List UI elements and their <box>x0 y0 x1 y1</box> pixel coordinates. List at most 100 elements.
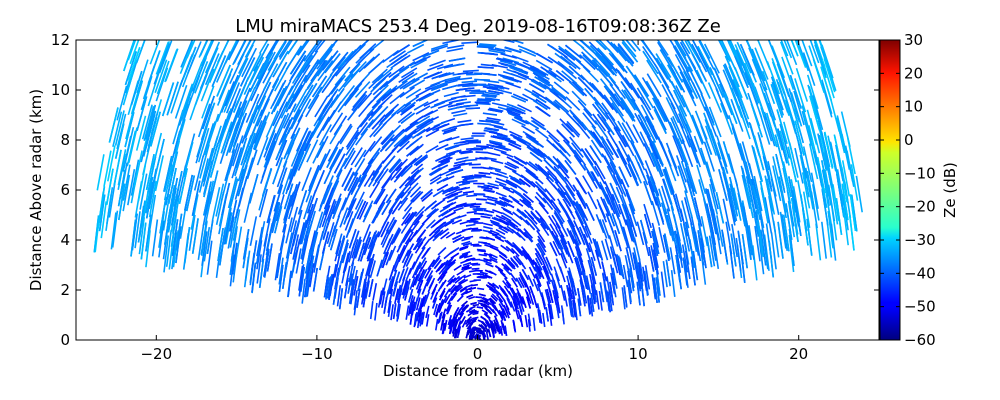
echo-gate <box>204 41 221 74</box>
echo-gate <box>579 54 596 71</box>
echo-gate <box>488 85 505 90</box>
echo-gate <box>548 215 558 229</box>
echo-gate <box>660 271 666 298</box>
echo-gate <box>400 101 416 113</box>
echo-gate <box>664 184 675 211</box>
echo-gate <box>552 234 561 250</box>
echo-gate <box>376 88 392 103</box>
echo-gate <box>248 173 259 204</box>
echo-gate <box>306 66 323 89</box>
echo-gate <box>470 318 478 322</box>
echo-gate <box>675 155 687 183</box>
echo-gate <box>202 123 215 158</box>
echo-gate <box>200 68 215 102</box>
echo-gate <box>372 160 385 177</box>
echo-gate <box>736 41 752 74</box>
echo-gate <box>850 164 859 201</box>
echo-gate <box>462 261 472 266</box>
echo-gate <box>363 140 376 158</box>
echo-gate <box>165 229 172 267</box>
echo-gate <box>180 40 194 68</box>
echo-gate <box>415 223 425 235</box>
echo-gate <box>556 129 570 143</box>
echo-gate <box>821 221 827 259</box>
echo-gate <box>216 89 231 122</box>
echo-gate <box>592 283 597 303</box>
echo-gate <box>652 55 669 80</box>
echo-gate <box>785 203 793 241</box>
echo-gate <box>381 87 397 102</box>
echo-gate <box>629 268 635 292</box>
echo-gate <box>561 123 575 138</box>
echo-gate <box>128 47 141 81</box>
echo-gate <box>499 224 510 232</box>
echo-gate <box>513 61 531 70</box>
echo-gate <box>114 110 125 146</box>
echo-gate <box>534 252 543 266</box>
echo-gate <box>656 40 669 56</box>
echo-gate <box>530 79 547 90</box>
echo-gate <box>502 136 517 144</box>
echo-gate <box>618 257 625 280</box>
echo-gate <box>568 299 573 317</box>
echo-gate <box>349 279 355 300</box>
echo-gate <box>416 229 427 241</box>
echo-gate <box>480 72 497 76</box>
echo-gate <box>581 51 598 68</box>
echo-gate <box>381 199 392 216</box>
echo-gate <box>379 251 387 269</box>
echo-gate <box>610 41 628 62</box>
echo-gate <box>425 128 440 138</box>
echo-gate <box>618 203 628 226</box>
echo-gate <box>559 239 569 255</box>
echo-gate <box>445 256 455 265</box>
echo-gate <box>511 54 529 63</box>
echo-gate <box>432 291 439 303</box>
echo-gate <box>689 138 702 168</box>
echo-gate <box>686 165 698 195</box>
echo-gate <box>435 122 450 130</box>
echo-gate <box>498 309 504 319</box>
echo-gate <box>745 161 755 197</box>
echo-gate <box>523 228 533 239</box>
echo-gate <box>274 206 283 234</box>
echo-gate <box>361 158 374 176</box>
echo-gate <box>657 41 674 67</box>
echo-gate <box>641 77 657 101</box>
echo-gate <box>567 270 573 287</box>
echo-gate <box>707 82 723 113</box>
echo-gate <box>588 242 596 261</box>
echo-gate <box>365 280 370 299</box>
echo-gate <box>588 129 602 148</box>
echo-gate <box>379 287 385 305</box>
echo-gate <box>106 187 114 224</box>
echo-gate <box>483 209 495 214</box>
echo-gate <box>358 56 375 73</box>
echo-gate <box>408 295 414 310</box>
echo-gate <box>657 71 673 97</box>
echo-gate <box>113 149 122 186</box>
echo-gate <box>155 67 169 102</box>
echo-gate <box>131 80 144 116</box>
echo-gate <box>772 220 780 258</box>
echo-gate <box>148 194 157 232</box>
echo-gate <box>690 222 698 252</box>
echo-gate <box>261 233 268 263</box>
echo-gate <box>551 86 567 100</box>
echo-gate <box>554 52 572 66</box>
echo-gate <box>709 67 725 98</box>
echo-gate <box>133 150 143 187</box>
echo-gate <box>117 169 126 207</box>
echo-gate <box>404 157 417 170</box>
echo-gate <box>841 183 849 221</box>
echo-gate <box>553 211 564 227</box>
echo-gate <box>298 265 304 291</box>
echo-gate <box>459 252 469 258</box>
echo-gate <box>461 290 469 297</box>
echo-gate <box>122 135 132 172</box>
echo-gate <box>509 40 524 45</box>
echo-gate <box>141 104 153 140</box>
echo-gate <box>335 157 348 178</box>
echo-gate <box>463 204 475 208</box>
echo-gate <box>306 139 319 163</box>
